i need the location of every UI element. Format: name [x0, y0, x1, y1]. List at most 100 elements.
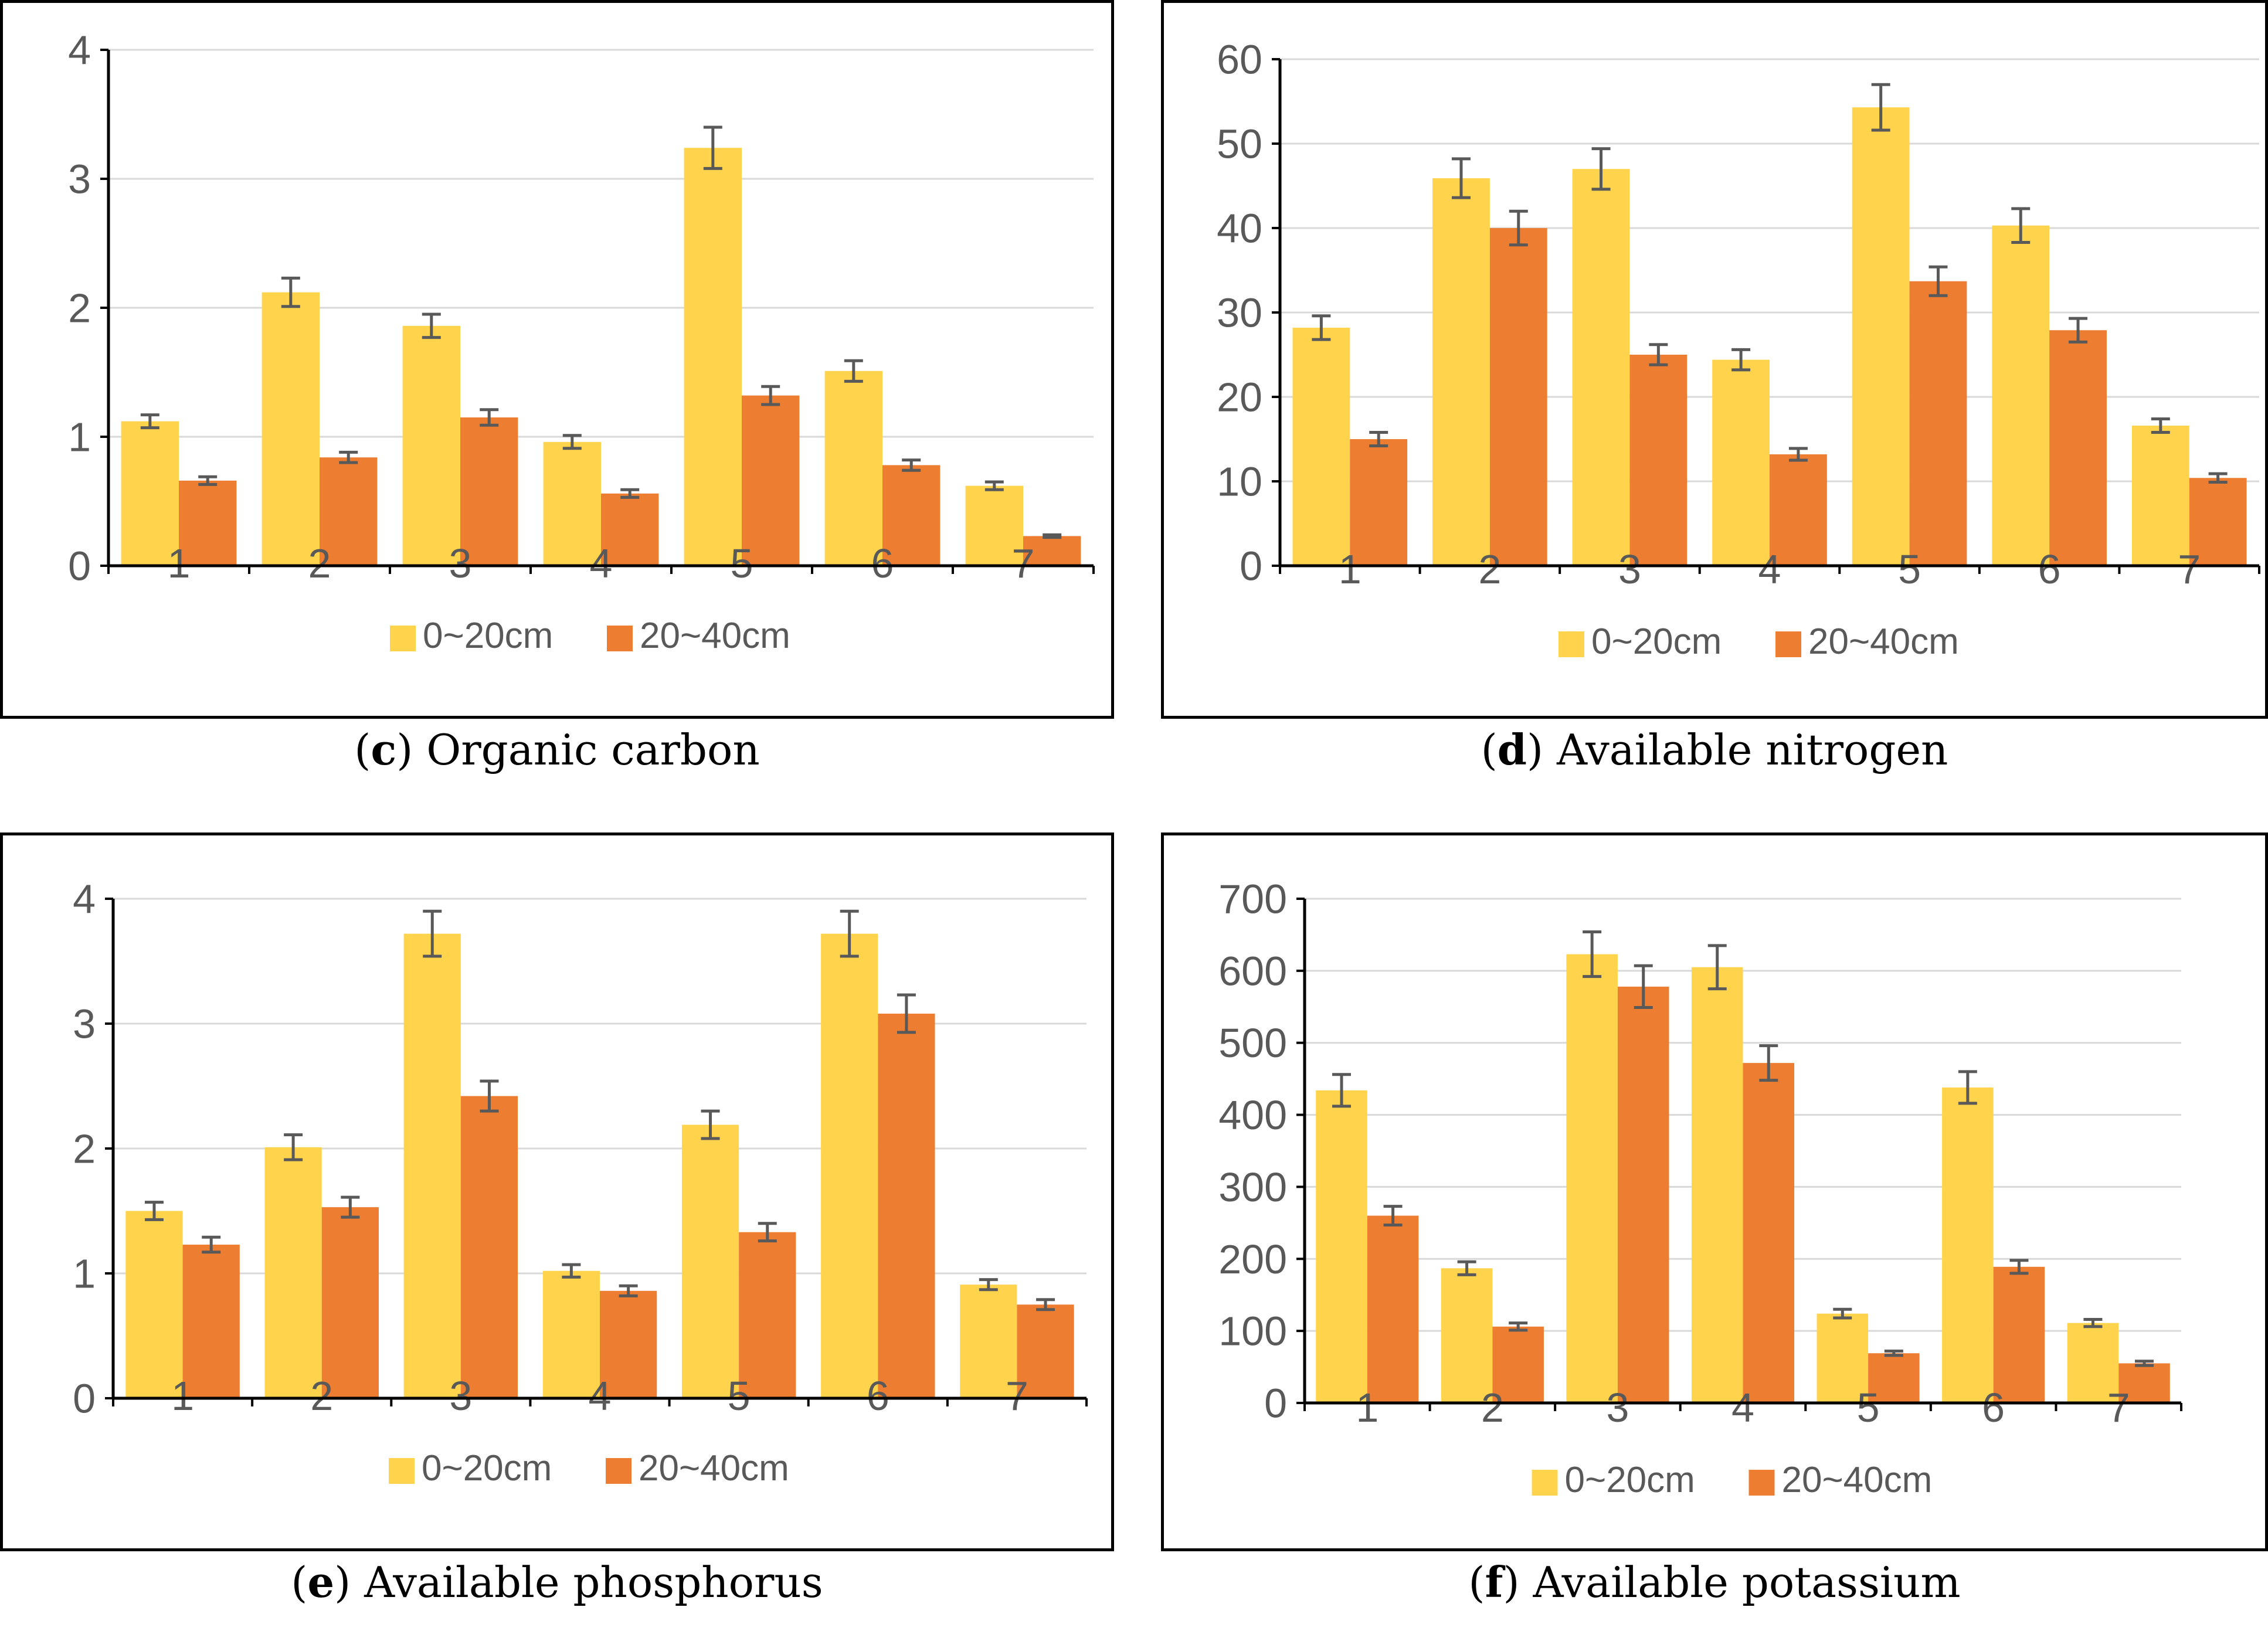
bar-subsoil — [1868, 1353, 1920, 1403]
panel-available-potassium: 0 100 200 300 400 500 600 700 1 2 3 4 5 6 7 0~20cm 20~40… — [1161, 833, 2268, 1631]
bar-topsoil — [403, 933, 461, 1398]
bar-subsoil — [1770, 454, 1827, 566]
x-tick-label: 4 — [1731, 1385, 1754, 1430]
x-tick-label: 1 — [1339, 546, 1362, 592]
legend-swatch-subsoil — [1775, 631, 1801, 657]
caption-text: Available phosphorus — [364, 1558, 823, 1607]
x-tick-label: 2 — [310, 1373, 333, 1419]
x-tick-label: 1 — [168, 541, 191, 586]
bar-topsoil — [1712, 359, 1770, 566]
x-tick-label: 3 — [1606, 1385, 1629, 1430]
bar-subsoil — [1617, 986, 1669, 1403]
x-tick-label: 5 — [1898, 546, 1921, 592]
y-tick-label: 1 — [68, 414, 91, 460]
x-tick-label: 6 — [2038, 546, 2061, 592]
bar-subsoil — [2118, 1363, 2170, 1403]
caption-available-phosphorus: (e) Available phosphorus — [291, 1557, 823, 1607]
x-tick-label: 1 — [1356, 1385, 1379, 1430]
panel-organic-carbon: 0 1 2 3 4 1 2 3 4 5 6 7 0~20cm 20~40cm (c) Organic ca… — [0, 0, 1114, 797]
legend-label-topsoil: 0~20cm — [1565, 1460, 1695, 1500]
y-tick-label: 20 — [1217, 375, 1262, 420]
x-tick-label: 7 — [2107, 1385, 2130, 1430]
bar-subsoil — [878, 1013, 935, 1398]
bar-subsoil — [601, 493, 659, 566]
bar-chart-available-phosphorus: 0 1 2 3 4 1 2 3 4 5 6 7 0~20cm 20~40cm — [73, 876, 1088, 1489]
chart-frame: 0 1 2 3 4 1 2 3 4 5 6 7 0~20cm 20~40cm — [0, 0, 1114, 719]
bar-subsoil — [1350, 439, 1408, 566]
y-tick-label: 100 — [1218, 1309, 1287, 1354]
bar-subsoil — [1367, 1215, 1419, 1403]
bar-subsoil — [460, 417, 518, 566]
chart-frame: 0 10 20 30 40 50 60 1 2 3 4 5 6 7 0~20cm 20~40cm — [1161, 0, 2268, 719]
bar-topsoil — [824, 371, 882, 566]
bar-topsoil — [543, 441, 601, 566]
bar-chart-organic-carbon: 0 1 2 3 4 1 2 3 4 5 6 7 0~20cm 20~40cm — [68, 28, 1095, 656]
x-tick-label: 6 — [871, 541, 894, 586]
legend-label-subsoil: 20~40cm — [1782, 1460, 1933, 1500]
y-tick-label: 300 — [1218, 1164, 1287, 1210]
y-tick-label: 50 — [1217, 121, 1262, 167]
caption-letter: f — [1485, 1557, 1503, 1607]
x-tick-label: 7 — [1012, 541, 1035, 586]
bar-subsoil — [182, 1245, 240, 1398]
y-tick-label: 700 — [1218, 876, 1287, 922]
plot-area: 0 1 2 3 4 1 2 3 4 5 6 7 0~20cm 20~40cm — [68, 28, 1095, 656]
bar-topsoil — [1441, 1268, 1493, 1403]
chart-frame: 0 1 2 3 4 1 2 3 4 5 6 7 0~20cm 20~40cm — [0, 833, 1114, 1551]
y-tick-label: 30 — [1217, 290, 1262, 336]
bar-subsoil — [2189, 478, 2247, 566]
bar-subsoil — [882, 465, 941, 566]
y-tick-label: 600 — [1218, 948, 1287, 994]
bar-topsoil — [1316, 1090, 1367, 1403]
caption-letter: d — [1497, 725, 1527, 774]
bar-topsoil — [1942, 1087, 1994, 1403]
bar-subsoil — [600, 1290, 657, 1398]
y-tick-label: 2 — [73, 1126, 96, 1172]
bar-subsoil — [1909, 281, 1967, 566]
bar-subsoil — [321, 1207, 379, 1398]
legend-swatch-topsoil — [389, 1458, 415, 1484]
y-tick-label: 0 — [73, 1376, 96, 1422]
bar-subsoil — [179, 480, 237, 566]
bar-subsoil — [739, 1232, 796, 1398]
y-tick-label: 0 — [68, 543, 91, 589]
bar-subsoil — [2049, 330, 2107, 566]
bar-subsoil — [460, 1096, 518, 1398]
bar-topsoil — [1852, 107, 1910, 566]
bar-topsoil — [121, 421, 179, 566]
x-tick-label: 4 — [590, 541, 613, 586]
bar-chart-available-nitrogen: 0 10 20 30 40 50 60 1 2 3 4 5 6 7 0~20cm 20~40cm — [1217, 37, 2260, 662]
legend-swatch-subsoil — [606, 1458, 631, 1484]
legend-swatch-topsoil — [1532, 1470, 1558, 1496]
bar-subsoil — [1743, 1063, 1795, 1403]
caption-organic-carbon: (c) Organic carbon — [354, 725, 760, 774]
x-tick-label: 4 — [1758, 546, 1781, 592]
bar-topsoil — [1691, 967, 1743, 1403]
x-tick-label: 3 — [449, 541, 472, 586]
plot-area: 0 100 200 300 400 500 600 700 1 2 3 4 5 6 7 0~20cm 20~40… — [1218, 876, 2182, 1500]
y-tick-label: 3 — [73, 1001, 96, 1047]
legend-label-subsoil: 20~40cm — [640, 616, 790, 656]
plot-area: 0 10 20 30 40 50 60 1 2 3 4 5 6 7 0~20cm 20~40cm — [1217, 37, 2260, 662]
caption-text: Available potassium — [1533, 1558, 1961, 1607]
y-tick-label: 0 — [1264, 1381, 1287, 1426]
y-tick-label: 400 — [1218, 1092, 1287, 1138]
legend-swatch-subsoil — [607, 626, 633, 651]
legend-swatch-topsoil — [390, 626, 416, 651]
bar-subsoil — [1993, 1266, 2045, 1403]
bar-topsoil — [2131, 425, 2189, 566]
bar-topsoil — [1292, 327, 1350, 566]
x-tick-label: 6 — [867, 1373, 889, 1419]
caption-text: Organic carbon — [426, 725, 760, 774]
caption-letter: e — [307, 1557, 335, 1607]
bar-topsoil — [1566, 954, 1618, 1403]
x-tick-label: 7 — [1006, 1373, 1028, 1419]
bar-subsoil — [320, 457, 378, 566]
y-tick-label: 60 — [1217, 37, 1262, 83]
legend-swatch-subsoil — [1748, 1470, 1775, 1496]
chart-frame: 0 100 200 300 400 500 600 700 1 2 3 4 5 6 7 0~20cm 20~40… — [1161, 833, 2268, 1551]
bar-subsoil — [742, 395, 800, 566]
bar-topsoil — [402, 325, 460, 566]
y-tick-label: 500 — [1218, 1020, 1287, 1066]
bar-topsoil — [1432, 178, 1490, 566]
